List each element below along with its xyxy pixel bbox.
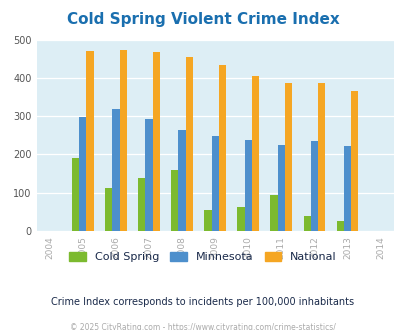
Bar xyxy=(277,145,284,231)
Bar xyxy=(152,52,160,231)
Bar xyxy=(86,51,94,231)
Bar xyxy=(350,90,358,231)
Bar xyxy=(79,117,86,231)
Legend: Cold Spring, Minnesota, National: Cold Spring, Minnesota, National xyxy=(65,248,340,267)
Bar xyxy=(204,210,211,231)
Bar xyxy=(251,76,258,231)
Bar xyxy=(336,221,343,231)
Bar xyxy=(119,50,126,231)
Bar xyxy=(105,188,112,231)
Text: Cold Spring Violent Crime Index: Cold Spring Violent Crime Index xyxy=(66,12,339,26)
Text: Crime Index corresponds to incidents per 100,000 inhabitants: Crime Index corresponds to incidents per… xyxy=(51,297,354,307)
Bar xyxy=(317,83,324,231)
Bar xyxy=(138,178,145,231)
Bar xyxy=(171,170,178,231)
Bar xyxy=(145,119,152,231)
Bar xyxy=(237,207,244,231)
Bar xyxy=(270,195,277,231)
Text: © 2025 CityRating.com - https://www.cityrating.com/crime-statistics/: © 2025 CityRating.com - https://www.city… xyxy=(70,323,335,330)
Bar xyxy=(310,142,317,231)
Bar xyxy=(244,140,251,231)
Bar xyxy=(218,65,226,231)
Bar xyxy=(211,136,218,231)
Bar xyxy=(178,130,185,231)
Bar xyxy=(72,157,79,231)
Bar xyxy=(343,146,350,231)
Bar xyxy=(112,109,119,231)
Bar xyxy=(185,57,192,231)
Bar xyxy=(303,216,310,231)
Bar xyxy=(284,83,292,231)
